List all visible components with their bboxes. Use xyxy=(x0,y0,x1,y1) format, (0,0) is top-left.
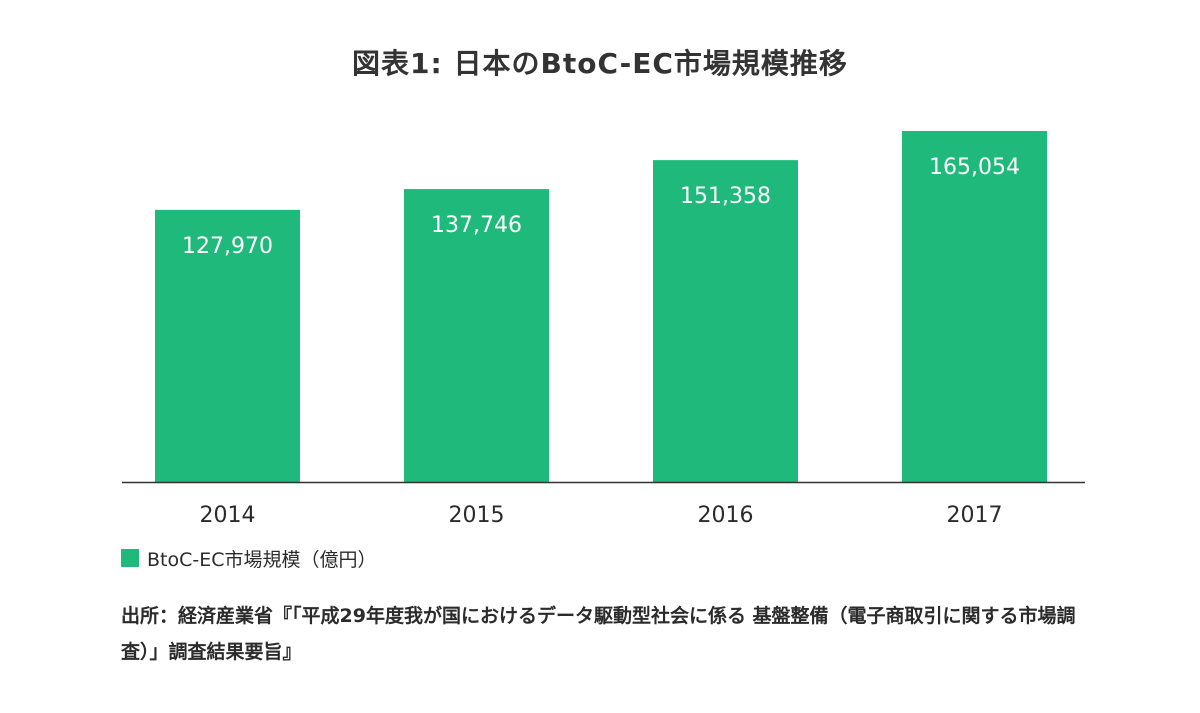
x-tick-label-2015: 2015 xyxy=(449,503,505,528)
bar-value-label-2017: 165,054 xyxy=(929,155,1020,180)
bar-value-label-2016: 151,358 xyxy=(680,184,771,209)
legend: BtoC-EC市場規模（億円） xyxy=(121,544,377,572)
bar-2014 xyxy=(155,209,300,482)
bar-2017 xyxy=(902,131,1047,482)
x-tick-label-2014: 2014 xyxy=(200,503,256,528)
x-tick-label-2017: 2017 xyxy=(947,503,1003,528)
legend-swatch xyxy=(121,549,139,567)
bar-2016 xyxy=(653,160,798,482)
chart-title: 図表1: 日本のBtoC-EC市場規模推移 xyxy=(352,47,848,80)
bar-value-label-2015: 137,746 xyxy=(431,213,522,238)
bar-2015 xyxy=(404,189,549,482)
source-note: 出所：経済産業省『「平成29年度我が国におけるデータ駆動型社会に係る 基盤整備（… xyxy=(121,605,1076,663)
legend-label: BtoC-EC市場規模（億円） xyxy=(147,548,377,571)
x-tick-label-2016: 2016 xyxy=(698,503,754,528)
bar-value-label-2014: 127,970 xyxy=(182,234,273,259)
